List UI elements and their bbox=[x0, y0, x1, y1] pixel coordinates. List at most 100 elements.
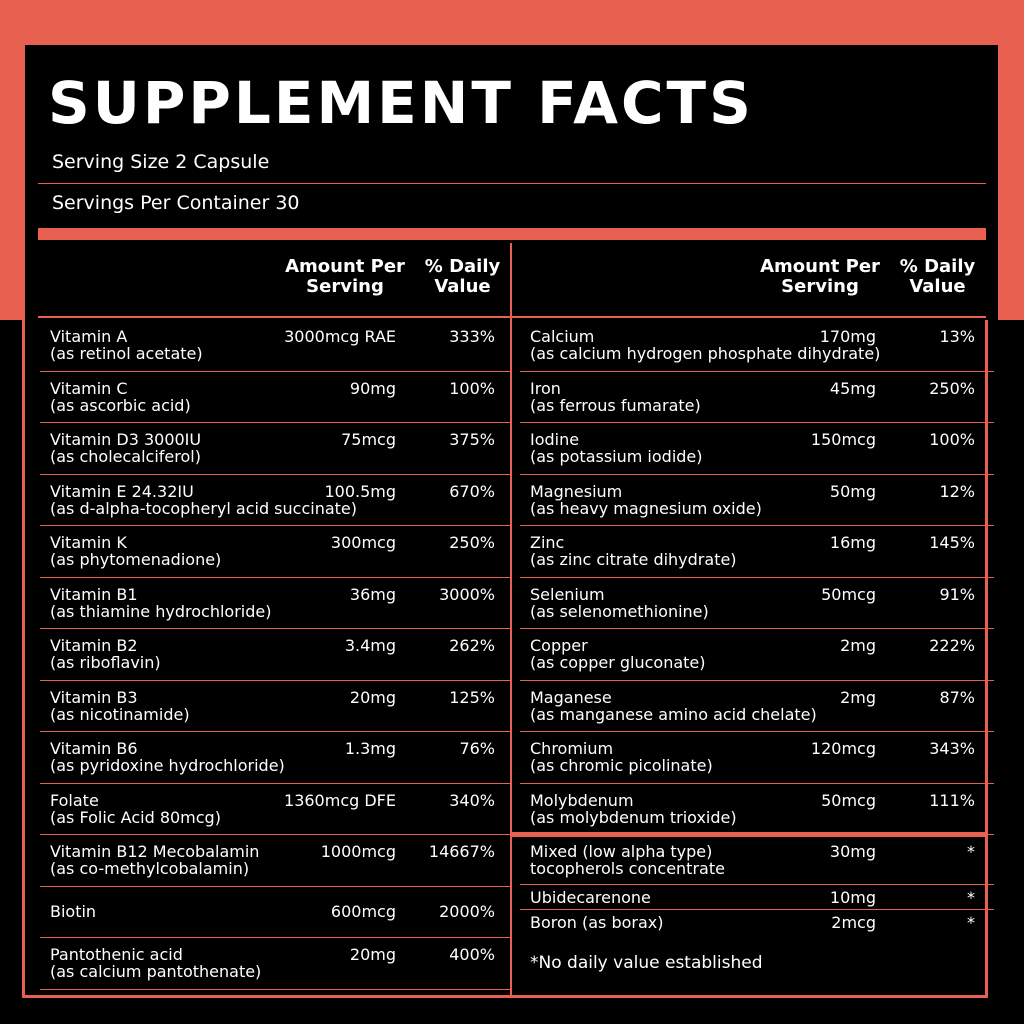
daily-value: 343% bbox=[929, 739, 975, 758]
daily-value: 91% bbox=[939, 584, 975, 604]
nutrient-name: Iron bbox=[530, 378, 561, 398]
nutrient-source: (as phytomenadione) bbox=[50, 550, 222, 569]
row-rule bbox=[520, 576, 994, 578]
daily-value: * bbox=[967, 887, 975, 907]
nutrient-name: Copper bbox=[530, 636, 588, 655]
row-rule bbox=[520, 473, 994, 475]
nutrient-source: (as Folic Acid 80mcg) bbox=[50, 807, 221, 827]
nutrient-name: Pantothenic acid bbox=[50, 945, 183, 964]
amount: 150mcg bbox=[810, 430, 876, 449]
nutrient-name: Iodine bbox=[530, 430, 580, 449]
amount: 90mg bbox=[349, 378, 396, 398]
nutrient-name: Boron (as borax) bbox=[530, 912, 664, 932]
nutrient-name: Vitamin B1 bbox=[50, 584, 138, 604]
row-rule bbox=[40, 370, 512, 372]
row-rule bbox=[40, 988, 512, 990]
daily-value: 670% bbox=[449, 481, 495, 501]
nutrient-source: (as calcium hydrogen phosphate dihydrate… bbox=[530, 344, 881, 363]
rule bbox=[38, 183, 986, 184]
nutrient-source: (as nicotinamide) bbox=[50, 704, 190, 724]
amount: 30mg bbox=[829, 842, 876, 861]
nutrient-source: (as ferrous fumarate) bbox=[530, 395, 701, 415]
nutrient-name: Selenium bbox=[530, 584, 605, 604]
row-rule bbox=[40, 628, 512, 629]
amount: 36mg bbox=[349, 584, 396, 604]
nutrient-name: Vitamin E 24.32IU bbox=[50, 481, 194, 501]
amount: 50mcg bbox=[821, 790, 876, 810]
nutrient-source: (as ascorbic acid) bbox=[50, 395, 191, 415]
nutrient-source: (as retinol acetate) bbox=[50, 344, 203, 363]
daily-value: 333% bbox=[449, 327, 495, 346]
amount: 300mcg bbox=[330, 533, 396, 552]
amount: 20mg bbox=[349, 945, 396, 964]
nutrient-name: Biotin bbox=[50, 902, 97, 922]
amount: 50mg bbox=[829, 481, 876, 501]
dv-header: % Daily Value bbox=[424, 256, 501, 297]
daily-value: 375% bbox=[449, 430, 495, 449]
nutrient-source: (as selenomethionine) bbox=[530, 601, 709, 621]
daily-value: 262% bbox=[449, 636, 495, 655]
amount: 170mg bbox=[819, 327, 876, 346]
daily-value: 87% bbox=[939, 687, 975, 707]
nutrient-name: Vitamin B3 bbox=[50, 687, 138, 707]
amount: 16mg bbox=[829, 533, 876, 552]
nutrient-name: Mixed (low alpha type) bbox=[530, 842, 713, 861]
amount-header: Amount Per Serving bbox=[760, 256, 880, 297]
daily-value: 76% bbox=[459, 739, 495, 758]
amount: 1360mcg DFE bbox=[284, 790, 396, 810]
amount-header: Amount Per Serving bbox=[285, 256, 405, 297]
row-rule bbox=[40, 525, 512, 526]
row-rule bbox=[520, 731, 994, 732]
nutrient-name: Vitamin B2 bbox=[50, 636, 138, 655]
nutrient-name: Zinc bbox=[530, 533, 565, 552]
nutrient-source: (as cholecalciferol) bbox=[50, 447, 201, 466]
daily-value: 100% bbox=[449, 378, 495, 398]
nutrient-name: Vitamin D3 3000IU bbox=[50, 430, 202, 449]
amount: 2mg bbox=[840, 687, 876, 707]
daily-value: 250% bbox=[449, 533, 495, 552]
row-rule bbox=[40, 422, 512, 423]
row-rule bbox=[40, 731, 512, 732]
daily-value: 12% bbox=[939, 481, 975, 501]
daily-value: 250% bbox=[929, 378, 975, 398]
row-rule bbox=[520, 834, 994, 835]
row-rule bbox=[40, 834, 512, 835]
daily-value: 3000% bbox=[439, 584, 495, 604]
nutrient-source: (as manganese amino acid chelate) bbox=[530, 704, 817, 724]
daily-value: * bbox=[967, 912, 975, 932]
amount: 1.3mg bbox=[344, 739, 396, 758]
nutrient-source: (as calcium pantothenate) bbox=[50, 962, 262, 981]
amount: 3000mcg RAE bbox=[284, 327, 396, 346]
amount: 45mg bbox=[829, 378, 876, 398]
nutrient-source: (as zinc citrate dihydrate) bbox=[530, 550, 737, 569]
nutrient-name: Folate bbox=[50, 790, 99, 810]
nutrient-name: Maganese bbox=[530, 687, 612, 707]
nutrient-name: Ubidecarenone bbox=[530, 887, 651, 907]
daily-value: 2000% bbox=[439, 902, 495, 922]
title: SUPPLEMENT FACTS bbox=[48, 69, 754, 137]
daily-value: 100% bbox=[929, 430, 975, 449]
daily-value: 111% bbox=[929, 790, 975, 810]
row-rule bbox=[520, 525, 994, 526]
row-rule bbox=[40, 473, 512, 475]
thick-rule bbox=[38, 228, 986, 240]
border bbox=[22, 995, 988, 998]
nutrient-name: Magnesium bbox=[530, 481, 623, 501]
nutrient-source: (as potassium iodide) bbox=[530, 447, 703, 466]
column-divider bbox=[510, 243, 512, 995]
amount: 50mcg bbox=[821, 584, 876, 604]
nutrient-source: (as heavy magnesium oxide) bbox=[530, 498, 762, 518]
footnote: *No daily value established bbox=[530, 953, 763, 973]
border bbox=[985, 320, 988, 998]
nutrient-name: Vitamin K bbox=[50, 533, 127, 552]
nutrient-source: (as thiamine hydrochloride) bbox=[50, 601, 272, 621]
nutrient-source: (as copper gluconate) bbox=[530, 653, 706, 672]
nutrient-name: Vitamin C bbox=[50, 378, 128, 398]
amount: 10mg bbox=[829, 887, 876, 907]
row-rule bbox=[40, 679, 512, 681]
daily-value: 222% bbox=[929, 636, 975, 655]
row-rule bbox=[520, 679, 994, 681]
nutrient-source: (as pyridoxine hydrochloride) bbox=[50, 756, 285, 775]
row-rule bbox=[520, 628, 994, 629]
